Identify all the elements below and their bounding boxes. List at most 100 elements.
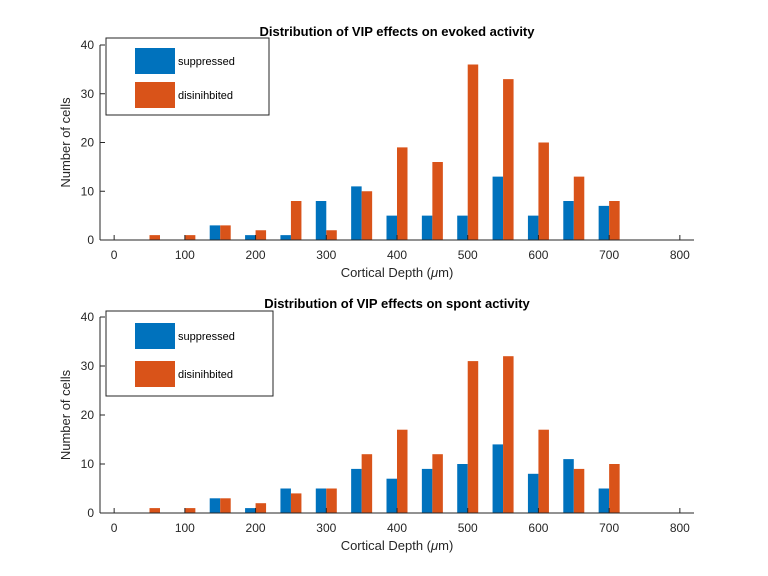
legend: suppressed disinihbited xyxy=(105,37,270,116)
bar-suppressed-300 xyxy=(315,201,327,240)
x-tick-label: 200 xyxy=(246,521,266,535)
bar-disinhibited-100 xyxy=(184,235,196,241)
bar-disinhibited-50 xyxy=(149,508,160,513)
bar-disinhibited-450 xyxy=(432,162,443,240)
x-axis-label-part: Cortical Depth ( xyxy=(341,538,432,553)
x-tick-label: 700 xyxy=(599,521,619,535)
x-axis-label-part: m) xyxy=(438,538,453,553)
bar-suppressed-650 xyxy=(563,201,574,240)
bar-suppressed-700 xyxy=(598,488,610,513)
bar-disinhibited-400 xyxy=(397,429,408,513)
bar-disinhibited-150 xyxy=(220,498,231,513)
bar-disinhibited-250 xyxy=(290,493,302,513)
legend-swatch-suppressed xyxy=(135,48,175,74)
bar-suppressed-150 xyxy=(209,498,221,513)
y-tick-label: 0 xyxy=(87,233,94,247)
bar-disinhibited-50 xyxy=(149,235,160,241)
bar-disinhibited-500 xyxy=(467,64,479,240)
legend-label-suppressed: suppressed xyxy=(178,56,235,68)
legend-label-disinhibited: disinihbited xyxy=(178,369,233,381)
bar-disinhibited-500 xyxy=(467,361,479,513)
chart-panel-2: 0 100 200 300 400 500 600 700 800 0 10 20 30 40 Distri… xyxy=(58,296,694,553)
x-tick-label: 200 xyxy=(246,248,266,262)
bar-suppressed-300 xyxy=(315,488,327,513)
bar-suppressed-600 xyxy=(527,473,539,513)
x-tick-label: 300 xyxy=(316,248,336,262)
bar-suppressed-200 xyxy=(245,508,256,513)
bar-disinhibited-350 xyxy=(361,454,373,513)
bar-disinhibited-700 xyxy=(609,464,620,513)
bar-disinhibited-250 xyxy=(290,201,302,240)
bar-disinhibited-350 xyxy=(361,191,373,240)
x-tick-label: 400 xyxy=(387,248,407,262)
x-tick-label: 700 xyxy=(599,248,619,262)
bar-disinhibited-450 xyxy=(432,454,443,513)
x-axis-label-part: μ xyxy=(430,538,438,553)
bar-disinhibited-200 xyxy=(255,503,267,513)
bar-disinhibited-400 xyxy=(397,147,408,241)
x-tick-label: 800 xyxy=(670,521,690,535)
chart-title: Distribution of VIP effects on spont act… xyxy=(264,296,530,311)
legend-swatch-disinhibited xyxy=(135,361,175,387)
legend-swatch-suppressed xyxy=(135,323,175,349)
legend: suppressed disinihbited xyxy=(105,310,274,397)
y-tick-label: 40 xyxy=(81,38,95,52)
bar-suppressed-400 xyxy=(386,478,397,513)
x-axis-label: Cortical Depth (μm) xyxy=(341,265,454,280)
bar-suppressed-500 xyxy=(457,215,468,241)
bar-suppressed-450 xyxy=(421,468,433,513)
x-tick-label: 600 xyxy=(528,248,548,262)
x-tick-label: 400 xyxy=(387,521,407,535)
legend-swatch-disinhibited xyxy=(135,82,175,108)
bar-suppressed-550 xyxy=(492,176,504,241)
chart-panel-1: 0 100 200 300 400 500 600 700 800 0 10 20 30 40 Distri… xyxy=(58,24,694,280)
bar-disinhibited-200 xyxy=(255,230,267,240)
bar-suppressed-350 xyxy=(351,186,362,241)
bar-suppressed-550 xyxy=(492,444,504,513)
bar-suppressed-150 xyxy=(209,225,221,241)
legend-box xyxy=(105,37,270,116)
x-axis-label: Cortical Depth (μm) xyxy=(341,538,454,553)
bar-disinhibited-300 xyxy=(326,488,337,513)
legend-label-suppressed: suppressed xyxy=(178,331,235,343)
x-tick-label: 500 xyxy=(458,248,478,262)
bar-suppressed-250 xyxy=(280,235,291,241)
x-tick-label: 300 xyxy=(316,521,336,535)
y-tick-label: 30 xyxy=(81,359,95,373)
bar-suppressed-450 xyxy=(421,215,433,241)
bar-suppressed-200 xyxy=(245,235,256,241)
bar-suppressed-650 xyxy=(563,459,574,513)
bar-suppressed-350 xyxy=(351,468,362,513)
x-axis-label-part: μ xyxy=(430,265,438,280)
y-tick-label: 40 xyxy=(81,310,95,324)
x-axis-label-part: m) xyxy=(438,265,453,280)
bar-disinhibited-550 xyxy=(503,79,514,241)
y-tick-label: 20 xyxy=(81,136,95,150)
x-tick-label: 100 xyxy=(175,248,195,262)
bar-suppressed-700 xyxy=(598,205,610,241)
x-tick-label: 100 xyxy=(175,521,195,535)
x-tick-label: 0 xyxy=(111,521,118,535)
y-tick-label: 0 xyxy=(87,506,94,520)
bar-suppressed-400 xyxy=(386,215,397,241)
bar-disinhibited-650 xyxy=(573,176,585,241)
bar-disinhibited-700 xyxy=(609,201,620,240)
legend-label-disinhibited: disinihbited xyxy=(178,90,233,102)
legend-box xyxy=(105,310,274,397)
y-tick-label: 30 xyxy=(81,87,95,101)
bar-disinhibited-650 xyxy=(573,468,585,513)
x-tick-label: 500 xyxy=(458,521,478,535)
y-axis-label: Number of cells xyxy=(58,369,73,460)
bar-suppressed-600 xyxy=(527,215,539,241)
bar-disinhibited-600 xyxy=(538,429,549,513)
y-tick-label: 10 xyxy=(81,184,95,198)
bar-disinhibited-550 xyxy=(503,356,514,513)
x-tick-label: 800 xyxy=(670,248,690,262)
y-axis-label: Number of cells xyxy=(58,97,73,188)
y-tick-label: 10 xyxy=(81,457,95,471)
x-tick-label: 600 xyxy=(528,521,548,535)
bar-suppressed-250 xyxy=(280,488,291,513)
x-tick-label: 0 xyxy=(111,248,118,262)
bar-disinhibited-150 xyxy=(220,225,231,241)
